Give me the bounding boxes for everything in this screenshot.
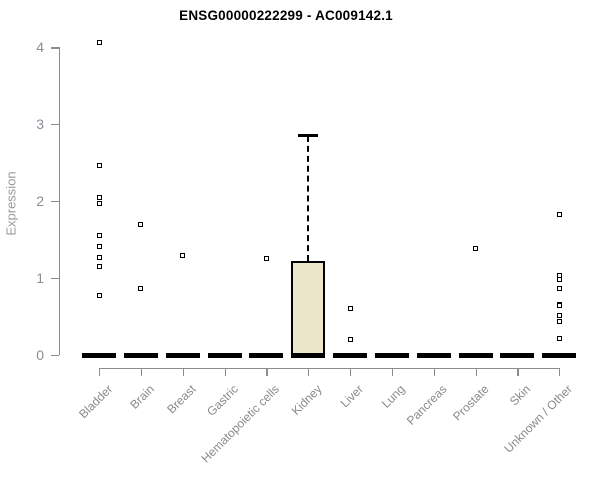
- median-bar: [249, 352, 284, 358]
- box: [291, 261, 326, 355]
- outlier-point: [347, 337, 353, 343]
- median-bar: [500, 352, 535, 358]
- whisker-cap: [298, 134, 319, 137]
- outlier-point: [556, 336, 562, 342]
- x-tick-label: Kidney: [288, 382, 325, 418]
- whisker-line: [307, 136, 310, 262]
- chart-title: ENSG00000222299 - AC009142.1: [179, 8, 393, 23]
- y-tick-label: 3: [36, 116, 44, 133]
- x-tick-label: Pancreas: [403, 382, 450, 428]
- outlier-point: [556, 319, 562, 325]
- y-axis-tick: [51, 355, 59, 357]
- outlier-point: [96, 244, 102, 250]
- outlier-point: [96, 254, 102, 260]
- outlier-point: [263, 256, 269, 262]
- outlier-point: [180, 253, 186, 259]
- x-tick-label: Gastric: [203, 382, 241, 419]
- x-axis-tick: [517, 368, 519, 376]
- x-axis-tick: [266, 368, 268, 376]
- outlier-point: [556, 286, 562, 292]
- outlier-point: [96, 162, 102, 168]
- median-bar: [416, 352, 451, 358]
- outlier-point: [556, 211, 562, 217]
- median-bar: [207, 352, 242, 358]
- x-tick-label: Lung: [379, 382, 408, 411]
- outlier-point: [96, 264, 102, 270]
- x-axis-tick: [308, 368, 310, 376]
- x-axis-tick: [140, 368, 143, 376]
- outlier-point: [347, 306, 353, 312]
- y-axis-tick: [51, 201, 59, 203]
- x-axis-tick: [99, 368, 101, 376]
- median-bar: [165, 352, 200, 358]
- median-bar: [291, 352, 326, 358]
- x-tick-label: Hematopoietic cells: [198, 382, 283, 466]
- x-tick-label: Breast: [164, 382, 199, 417]
- y-axis-tick: [51, 124, 59, 126]
- x-tick-label: Skin: [506, 382, 534, 409]
- y-tick-label: 4: [36, 39, 44, 56]
- y-tick-label: 1: [36, 270, 44, 287]
- median-bar: [123, 352, 158, 358]
- x-tick-label: Bladder: [75, 382, 115, 422]
- median-bar: [333, 352, 368, 358]
- outlier-point: [556, 303, 562, 309]
- outlier-point: [96, 40, 102, 46]
- y-tick-label: 2: [36, 193, 44, 210]
- outlier-point: [138, 221, 144, 227]
- x-tick-label: Liver: [337, 382, 366, 411]
- x-axis-tick: [559, 368, 561, 376]
- x-tick-label: Brain: [127, 382, 157, 412]
- x-axis-tick: [433, 368, 435, 376]
- outlier-point: [96, 194, 102, 200]
- y-axis-tick: [51, 278, 59, 280]
- outlier-point: [96, 292, 102, 298]
- outlier-point: [138, 286, 144, 292]
- x-axis-tick: [224, 368, 226, 376]
- y-axis-line: [59, 47, 61, 355]
- outlier-point: [473, 245, 479, 251]
- x-axis-tick: [350, 368, 352, 376]
- x-axis-tick: [475, 368, 477, 376]
- median-bar: [542, 352, 577, 358]
- outlier-point: [556, 312, 562, 318]
- y-axis-tick: [51, 47, 59, 49]
- median-bar: [82, 352, 116, 358]
- x-tick-label: Prostate: [449, 382, 492, 424]
- y-tick-label: 0: [36, 347, 44, 363]
- median-bar: [458, 352, 493, 358]
- outlier-point: [96, 232, 102, 238]
- outlier-point: [556, 277, 562, 283]
- x-axis-tick: [182, 368, 184, 376]
- median-bar: [374, 352, 409, 358]
- outlier-point: [96, 201, 102, 206]
- x-axis-tick: [391, 368, 394, 376]
- x-axis-line: [99, 368, 561, 370]
